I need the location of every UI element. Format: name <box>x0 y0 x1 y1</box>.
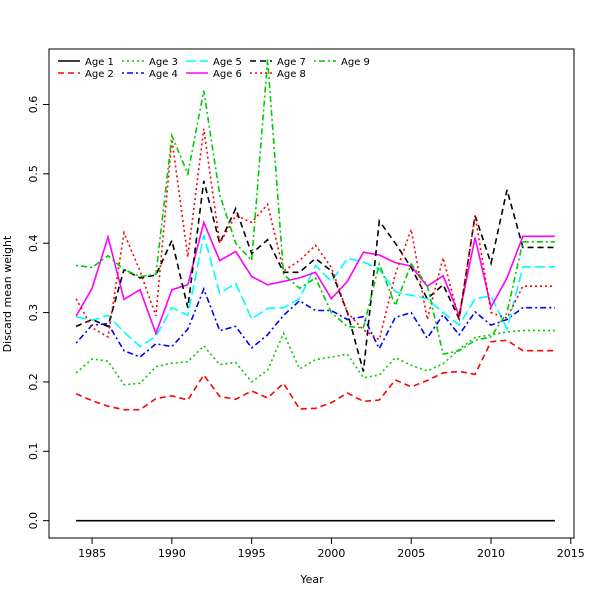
y-tick-label: 0.6 <box>27 96 40 114</box>
y-tick-label: 0.3 <box>27 304 40 322</box>
x-tick-label: 1985 <box>78 547 106 560</box>
legend-label: Age 1 <box>85 57 114 68</box>
series-line-6 <box>75 219 555 336</box>
legend-label: Age 9 <box>341 57 370 68</box>
y-tick-label: 0.4 <box>27 234 40 252</box>
x-tick-label: 2005 <box>397 547 425 560</box>
x-tick-label: 2000 <box>317 547 345 560</box>
series-line-5 <box>75 234 555 348</box>
series-line-8 <box>75 128 555 341</box>
y-axis: 0.0 0.1 0.2 0.3 0.4 0.5 0.6 <box>27 96 49 530</box>
y-tick-label: 0.1 <box>27 443 40 461</box>
y-tick-label: 0.5 <box>27 165 40 183</box>
x-tick-label: 2010 <box>477 547 505 560</box>
legend-label: Age 2 <box>85 69 114 80</box>
series-line-4 <box>75 286 555 358</box>
x-tick-label: 2015 <box>557 547 585 560</box>
legend-label: Age 3 <box>149 57 178 68</box>
x-tick-label: 1995 <box>238 547 266 560</box>
y-tick-label: 0.0 <box>27 512 40 530</box>
x-axis: 1985 1990 1995 2000 2005 2010 2015 <box>78 538 585 560</box>
series-line-3 <box>75 329 555 386</box>
legend-label: Age 5 <box>213 57 242 68</box>
y-tick-label: 0.2 <box>27 373 40 391</box>
legend-label: Age 8 <box>277 69 306 80</box>
x-axis-label: Year <box>299 573 324 586</box>
legend-label: Age 4 <box>149 69 178 80</box>
x-tick-label: 1990 <box>158 547 186 560</box>
y-axis-label: Discard mean weight <box>1 235 14 352</box>
legend-label: Age 6 <box>213 69 242 80</box>
legend-label: Age 7 <box>277 57 306 68</box>
series-line-2 <box>75 339 555 411</box>
plot-frame <box>48 48 575 539</box>
series-lines <box>75 59 555 522</box>
series-line-9 <box>75 59 555 356</box>
